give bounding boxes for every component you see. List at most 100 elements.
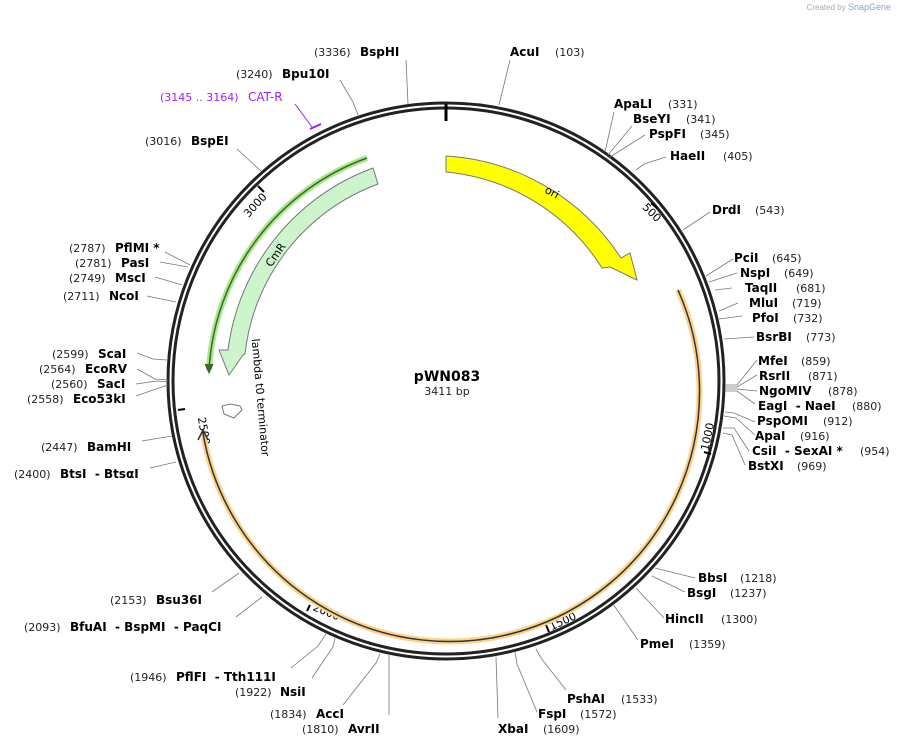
site-mlui[interactable]: MluI (749, 296, 778, 310)
svg-text:(1922): (1922) (235, 686, 272, 699)
svg-text:(1218): (1218) (740, 572, 777, 585)
svg-text:(871): (871) (808, 370, 838, 383)
site-haeii[interactable]: HaeII (670, 149, 705, 163)
site-pspfi[interactable]: PspFI (649, 127, 686, 141)
svg-text:(2560): (2560) (51, 378, 88, 391)
site-ecorv[interactable]: EcoRV (85, 362, 128, 376)
svg-text:(1946): (1946) (130, 671, 167, 684)
site-saci[interactable]: SacI (97, 377, 125, 391)
site-btsi-btsai[interactable]: BtsI - BtsαI (60, 467, 139, 481)
svg-text:(3016): (3016) (145, 135, 182, 148)
site-taqii[interactable]: TaqII (745, 281, 777, 295)
site-eco53ki[interactable]: Eco53kI (73, 392, 126, 406)
site-pspomi[interactable]: PspOMI (757, 414, 808, 428)
svg-text:(2400): (2400) (14, 468, 51, 481)
site-ngomiv[interactable]: NgoMIV (759, 384, 812, 398)
svg-text:(859): (859) (801, 355, 831, 368)
snapgene-credit: Created by SnapGene (807, 2, 891, 12)
site-labels-left: (1810) AvrII (1834) AccI (1922) NsiI (19… (14, 45, 399, 736)
svg-text:(878): (878) (828, 385, 858, 398)
site-bseyi[interactable]: BseYI (633, 112, 671, 126)
site-fspi[interactable]: FspI (538, 707, 566, 721)
site-bspei[interactable]: BspEI (191, 134, 229, 148)
svg-text:(2711): (2711) (63, 290, 100, 303)
site-acci[interactable]: AccI (316, 707, 344, 721)
svg-text:(1834): (1834) (270, 708, 307, 721)
site-rsrii[interactable]: RsrII (759, 369, 790, 383)
site-bfuai-bspmi-paqci[interactable]: BfuAI - BspMI - PaqCI (70, 620, 221, 634)
leader-lines (135, 59, 758, 719)
credit-prefix: Created by (806, 3, 846, 12)
site-nsii[interactable]: NsiI (280, 685, 306, 699)
svg-text:(1572): (1572) (580, 708, 617, 721)
feature-cmr[interactable]: CmR (218, 167, 379, 377)
svg-text:(1237): (1237) (730, 587, 767, 600)
svg-text:(405): (405) (723, 150, 753, 163)
site-bamhi[interactable]: BamHI (87, 440, 131, 454)
svg-text:(1609): (1609) (543, 723, 580, 736)
svg-text:(681): (681) (796, 282, 826, 295)
site-pcii[interactable]: PciI (734, 251, 759, 265)
ori-label: ori (543, 183, 562, 201)
site-avrii[interactable]: AvrII (348, 722, 380, 736)
primer-name: CAT-R (248, 90, 283, 104)
site-apai[interactable]: ApaI (755, 429, 785, 443)
svg-text:(543): (543) (755, 204, 785, 217)
site-pfoi[interactable]: PfoI (752, 311, 779, 325)
cmr-direction-arc[interactable] (204, 155, 369, 375)
site-bsrbi[interactable]: BsrBI (756, 330, 792, 344)
site-mfei[interactable]: MfeI (758, 354, 788, 368)
svg-text:(1359): (1359) (689, 638, 726, 651)
site-acui[interactable]: AcuI (510, 45, 539, 59)
tick-marks (177, 185, 712, 633)
site-eagi-naei[interactable]: EagI - NaeI (758, 399, 836, 413)
plasmid-name: pWN083 (414, 369, 480, 385)
svg-text:(880): (880) (852, 400, 882, 413)
site-pshai[interactable]: PshAI (567, 692, 605, 706)
site-xbai[interactable]: XbaI (498, 722, 528, 736)
svg-text:(969): (969) (797, 460, 827, 473)
primer-cat-r[interactable]: (3145 .. 3164) CAT-R (160, 90, 322, 130)
site-pasi[interactable]: PasI (121, 256, 149, 270)
site-msci[interactable]: MscI (115, 271, 146, 285)
svg-text:(732): (732) (793, 312, 823, 325)
site-nspi[interactable]: NspI (740, 266, 770, 280)
site-ncoi[interactable]: NcoI (109, 289, 139, 303)
svg-text:(1300): (1300) (721, 613, 758, 626)
site-bbsi[interactable]: BbsI (698, 571, 727, 585)
site-csii-sexai[interactable]: CsiI - SexAI * (752, 444, 843, 458)
svg-text:(2564): (2564) (39, 363, 76, 376)
site-scai[interactable]: ScaI (98, 347, 126, 361)
feature-ori[interactable]: ori (445, 155, 638, 281)
svg-text:(916): (916) (800, 430, 830, 443)
svg-text:(2787): (2787) (69, 242, 106, 255)
site-bsu36i[interactable]: Bsu36I (156, 593, 202, 607)
site-drdi[interactable]: DrdI (712, 203, 741, 217)
svg-text:(2093): (2093) (24, 621, 61, 634)
svg-text:(2558): (2558) (27, 393, 64, 406)
svg-text:(341): (341) (686, 113, 716, 126)
site-apali[interactable]: ApaLI (614, 97, 652, 111)
site-pflfi-tth111i[interactable]: PflFI - Tth111I (176, 670, 276, 684)
site-bpu10i[interactable]: Bpu10I (282, 67, 329, 81)
svg-text:(719): (719) (792, 297, 822, 310)
svg-text:(3336): (3336) (314, 46, 351, 59)
svg-text:(2599): (2599) (52, 348, 89, 361)
terminator-label: lambda t0 terminator (249, 338, 272, 457)
svg-text:(2781): (2781) (75, 257, 112, 270)
svg-text:(645): (645) (772, 252, 802, 265)
svg-text:(1810): (1810) (302, 723, 339, 736)
svg-text:(3240): (3240) (236, 68, 273, 81)
svg-text:(2153): (2153) (110, 594, 147, 607)
svg-text:(912): (912) (823, 415, 853, 428)
site-hincii[interactable]: HincII (665, 612, 704, 626)
site-pmei[interactable]: PmeI (640, 637, 674, 651)
site-bstxi[interactable]: BstXI (748, 459, 784, 473)
svg-text:(954): (954) (860, 445, 890, 458)
site-bsphi[interactable]: BspHI (360, 45, 399, 59)
svg-text:(2447): (2447) (41, 441, 78, 454)
site-pflmi[interactable]: PflMI * (115, 241, 160, 255)
site-bsgi[interactable]: BsgI (687, 586, 716, 600)
orf-arc[interactable] (197, 288, 703, 645)
